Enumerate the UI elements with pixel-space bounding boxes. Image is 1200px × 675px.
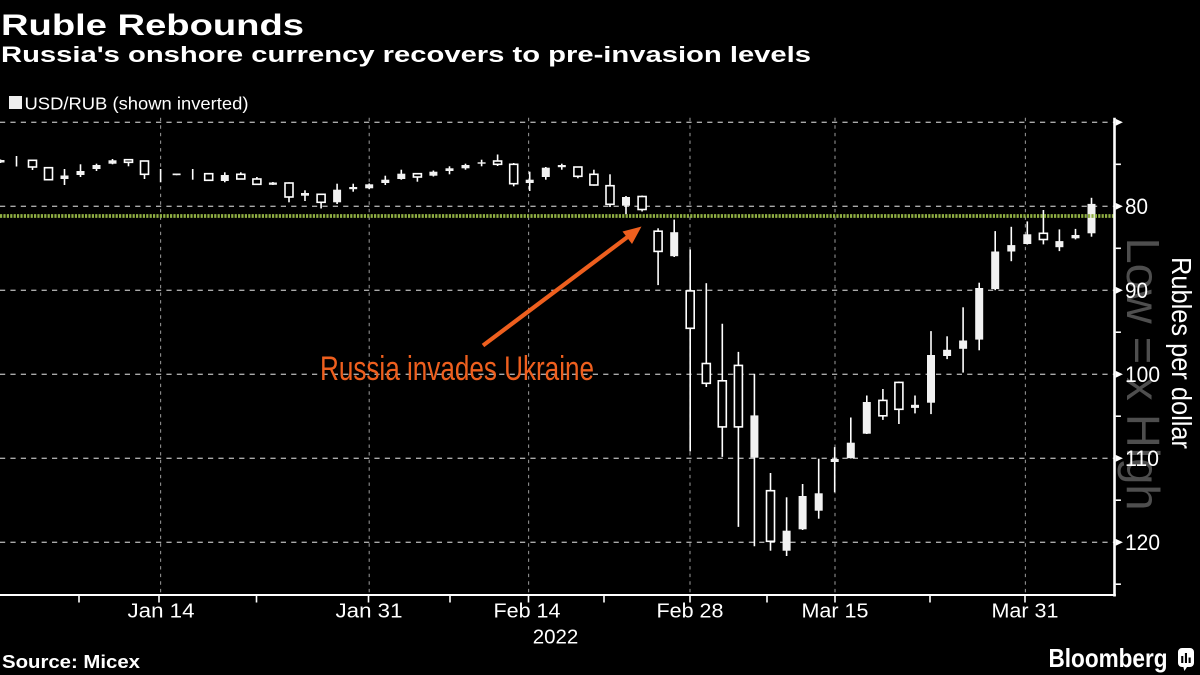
svg-text:Rubles per dollar: Rubles per dollar bbox=[1166, 257, 1197, 449]
svg-text:100: 100 bbox=[1125, 362, 1160, 387]
svg-text:Bloomberg: Bloomberg bbox=[1049, 643, 1168, 673]
svg-text:120: 120 bbox=[1125, 530, 1160, 555]
svg-text:Source: Micex: Source: Micex bbox=[2, 652, 140, 672]
svg-text:Russia's onshore currency reco: Russia's onshore currency recovers to pr… bbox=[1, 42, 811, 67]
svg-text:Feb 14: Feb 14 bbox=[494, 600, 561, 623]
svg-text:2022: 2022 bbox=[533, 626, 579, 649]
svg-text:USD/RUB (shown inverted): USD/RUB (shown inverted) bbox=[25, 94, 249, 114]
svg-text:80: 80 bbox=[1125, 194, 1148, 219]
svg-text:110: 110 bbox=[1125, 446, 1159, 471]
svg-text:Feb 28: Feb 28 bbox=[657, 600, 724, 623]
svg-text:Mar 15: Mar 15 bbox=[802, 600, 869, 623]
svg-text:Low = x High: Low = x High bbox=[1117, 238, 1169, 511]
svg-text:90: 90 bbox=[1125, 278, 1148, 303]
svg-text:Mar 31: Mar 31 bbox=[992, 600, 1059, 623]
svg-text:Jan 31: Jan 31 bbox=[336, 600, 403, 623]
svg-text:Jan 14: Jan 14 bbox=[128, 600, 195, 623]
svg-text:Russia invades Ukraine: Russia invades Ukraine bbox=[320, 350, 594, 388]
svg-text:Ruble Rebounds: Ruble Rebounds bbox=[1, 9, 304, 42]
